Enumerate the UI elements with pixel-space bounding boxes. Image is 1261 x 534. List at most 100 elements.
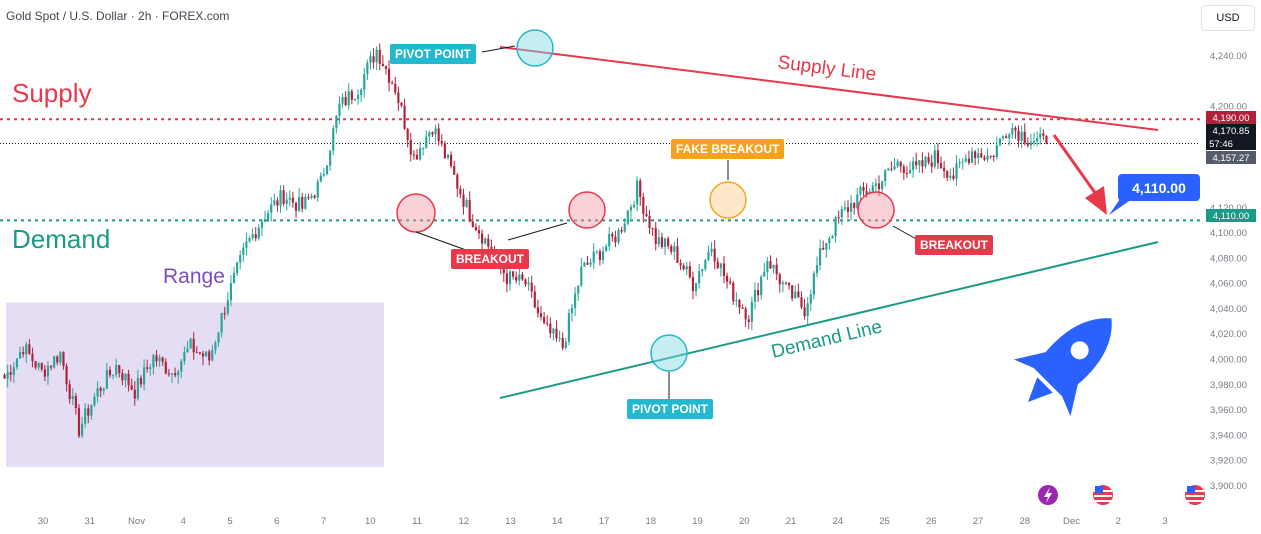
candle-body: [211, 350, 214, 361]
candle-body: [918, 160, 921, 166]
breakout-right-connector: [892, 225, 919, 241]
candle-body: [865, 191, 868, 194]
candle-body: [958, 162, 961, 164]
candle-body: [25, 344, 28, 355]
candle-body: [332, 128, 335, 151]
candle-body: [415, 154, 419, 160]
candle-body: [592, 251, 595, 263]
candle-body: [146, 367, 149, 369]
x-tick-label: 11: [412, 516, 422, 527]
candle-body: [220, 313, 223, 333]
candle-body: [654, 228, 657, 245]
x-tick-label: 12: [458, 516, 469, 527]
candle-body: [53, 356, 56, 368]
x-tick-label: 19: [692, 516, 703, 527]
candle-body: [977, 153, 980, 158]
candle-body: [133, 389, 136, 399]
candle-body: [747, 319, 750, 322]
us-flag-icon[interactable]: [1185, 485, 1205, 505]
candle-body: [1045, 135, 1048, 144]
candle-body: [822, 248, 825, 250]
candle-body: [561, 337, 564, 348]
candle-body: [831, 235, 834, 239]
breakout-middle-connector: [507, 222, 568, 241]
candle-body: [623, 223, 626, 232]
candle-body: [676, 246, 679, 263]
candle-body: [577, 285, 580, 294]
candle-body: [912, 161, 915, 170]
candle-body: [834, 217, 837, 236]
candle-body: [174, 373, 177, 376]
candle-body: [22, 352, 25, 355]
candle-body: [871, 185, 874, 192]
breakout-left-connector: [415, 231, 467, 251]
candle-body: [778, 274, 781, 285]
price-badges: 4,190.00 4,170.85 57:46 4,157.27 4,110.0…: [1206, 111, 1256, 222]
candle-body: [586, 262, 589, 265]
candle-body: [936, 150, 940, 164]
y-tick-label: 4,020.00: [1210, 329, 1247, 340]
candle-body: [667, 238, 670, 247]
candle-body: [964, 158, 967, 162]
candle-body: [149, 367, 152, 369]
candle-body: [273, 200, 276, 205]
candle-body: [955, 163, 958, 179]
x-tick-label: 28: [1019, 516, 1030, 527]
candle-body: [375, 49, 378, 63]
candle-body: [651, 228, 654, 230]
us-flag-icon[interactable]: [1093, 485, 1113, 505]
candle-body: [859, 186, 862, 195]
candle-body: [694, 283, 698, 291]
flash-icon[interactable]: [1038, 485, 1058, 505]
candle-body: [648, 216, 651, 229]
y-tick-label: 4,120.00: [1210, 203, 1247, 214]
candle-body: [90, 405, 93, 416]
candle-body: [6, 372, 9, 379]
candle-body: [688, 266, 691, 278]
countdown-badge: 57:46: [1209, 139, 1233, 150]
candle-body: [437, 128, 440, 142]
candle-body: [214, 342, 217, 351]
candle-body: [595, 251, 598, 253]
low-mark-badge: 4,157.27: [1213, 153, 1250, 164]
candle-body: [347, 91, 350, 106]
currency-selector[interactable]: USD: [1201, 5, 1255, 31]
candle-body: [400, 102, 403, 106]
candle-body: [905, 172, 908, 174]
candle-body: [449, 154, 453, 166]
candle-body: [756, 290, 760, 296]
x-tick-label: 7: [321, 516, 326, 527]
candle-body: [583, 262, 586, 267]
candle-body: [881, 181, 884, 190]
candle-body: [428, 132, 431, 137]
candle-body: [31, 353, 34, 362]
x-tick-label: 26: [926, 516, 937, 527]
candle-body: [753, 290, 757, 302]
candle-body: [186, 348, 189, 353]
candle-body: [335, 115, 338, 129]
breakout-marker-right: [857, 191, 895, 229]
candle-body: [530, 282, 533, 292]
candle-body: [701, 269, 704, 272]
candle-body: [970, 151, 974, 163]
candle-body: [862, 186, 865, 192]
candle-body: [1017, 130, 1020, 141]
candle-body: [961, 161, 964, 163]
candle-body: [102, 388, 105, 391]
candle-body: [769, 261, 772, 269]
candle-body: [992, 155, 995, 157]
x-tick-label: 20: [739, 516, 750, 527]
x-tick-label: 2: [1116, 516, 1121, 527]
breakout-left-tag: BREAKOUT: [451, 249, 529, 269]
candle-body: [809, 294, 812, 304]
candle-body: [276, 200, 279, 206]
candle-body: [639, 180, 642, 197]
candle-body: [744, 308, 747, 320]
candle-body: [251, 234, 254, 238]
candle-body: [28, 344, 31, 354]
candle-body: [372, 56, 375, 63]
y-tick-label: 4,200.00: [1210, 102, 1247, 113]
breakout-right-tag: BREAKOUT: [915, 235, 993, 255]
candle-body: [533, 291, 536, 308]
